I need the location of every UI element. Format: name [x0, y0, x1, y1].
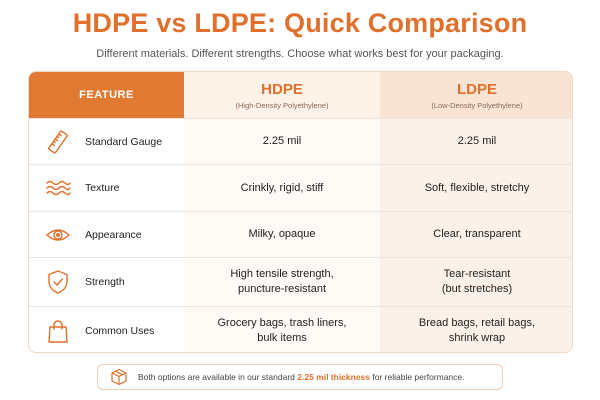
feature-cell: Appearance [29, 212, 184, 257]
ldpe-value-cell: 2.25 mil [380, 119, 572, 164]
ldpe-value: Soft, flexible, stretchy [424, 181, 530, 194]
ldpe-value-line-2: shrink wrap [448, 331, 506, 344]
header-ldpe-sub: (Low-Density Polyethylene) [431, 100, 523, 110]
table-row: Texture Crinkly, rigid, stiff Soft, flex… [29, 164, 572, 211]
footer-text: Both options are available in our standa… [138, 372, 465, 382]
ldpe-value: Clear, transparent [433, 228, 521, 240]
ldpe-value-line-2: (but stretches) [441, 283, 513, 295]
footer-text-post: for reliable performance. [370, 372, 465, 382]
ldpe-value-line-1: Tear-resistant [443, 268, 511, 280]
ruler-icon [48, 129, 68, 154]
feature-cell: Strength [29, 258, 184, 306]
ldpe-value-line-1: Bread bags, retail bags, [418, 316, 536, 329]
footer-text-pre: Both options are available in our standa… [138, 372, 298, 382]
ldpe-value-cell: Bread bags, retail bags, shrink wrap [380, 307, 572, 352]
ldpe-value-cell: Tear-resistant (but stretches) [380, 258, 572, 306]
feature-cell: Common Uses [29, 307, 184, 352]
waves-icon [46, 180, 71, 196]
feature-label: Texture [85, 182, 120, 194]
table-row: Common Uses Grocery bags, trash liners, … [29, 306, 572, 352]
header-feature-label: FEATURE [79, 89, 134, 101]
hdpe-value-cell: 2.25 mil [184, 119, 380, 164]
page-title: HDPE vs LDPE: Quick Comparison [72, 8, 528, 38]
ldpe-value: 2.25 mil [457, 135, 497, 147]
feature-label: Strength [85, 276, 125, 288]
footer-note: Both options are available in our standa… [97, 364, 503, 390]
hdpe-value: Crinkly, rigid, stiff [240, 181, 324, 194]
shopping-bag-icon [48, 319, 68, 343]
table-row: Appearance Milky, opaque Clear, transpar… [29, 211, 572, 257]
table-header-row: FEATURE HDPE (High-Density Polyethylene)… [29, 72, 572, 118]
box-icon [111, 368, 127, 386]
header-hdpe-cell: HDPE (High-Density Polyethylene) [184, 72, 380, 118]
feature-cell: Standard Gauge [29, 119, 184, 164]
feature-label: Standard Gauge [85, 135, 163, 148]
header-ldpe-cell: LDPE (Low-Density Polyethylene) [380, 72, 572, 118]
header-hdpe-name: HDPE [261, 80, 303, 98]
shield-check-icon [48, 270, 68, 294]
hdpe-value: 2.25 mil [262, 135, 302, 147]
comparison-table: FEATURE HDPE (High-Density Polyethylene)… [28, 71, 573, 353]
feature-label: Common Uses [85, 324, 155, 337]
hdpe-value-cell: Crinkly, rigid, stiff [184, 165, 380, 211]
hdpe-value-cell: Milky, opaque [184, 212, 380, 257]
table-row: Standard Gauge 2.25 mil 2.25 mil [29, 118, 572, 164]
eye-icon [45, 228, 71, 241]
hdpe-value: Milky, opaque [248, 228, 316, 240]
hdpe-value-cell: Grocery bags, trash liners, bulk items [184, 307, 380, 352]
hdpe-value-line-2: puncture-resistant [237, 283, 327, 295]
table-row: Strength High tensile strength, puncture… [29, 257, 572, 306]
hdpe-value-cell: High tensile strength, puncture-resistan… [184, 258, 380, 306]
hdpe-value-line-2: bulk items [257, 331, 307, 344]
header-hdpe-sub: (High-Density Polyethylene) [235, 100, 329, 110]
footer-highlight: 2.25 mil thickness [297, 372, 371, 382]
header-ldpe-name: LDPE [456, 80, 497, 98]
hdpe-value-line-1: Grocery bags, trash liners, [217, 316, 347, 329]
page-subtitle: Different materials. Different strengths… [96, 48, 504, 60]
hdpe-value-line-1: High tensile strength, [230, 268, 334, 280]
header-feature-cell: FEATURE [29, 72, 184, 118]
ldpe-value-cell: Clear, transparent [380, 212, 572, 257]
feature-label: Appearance [85, 228, 142, 241]
feature-cell: Texture [29, 165, 184, 211]
ldpe-value-cell: Soft, flexible, stretchy [380, 165, 572, 211]
